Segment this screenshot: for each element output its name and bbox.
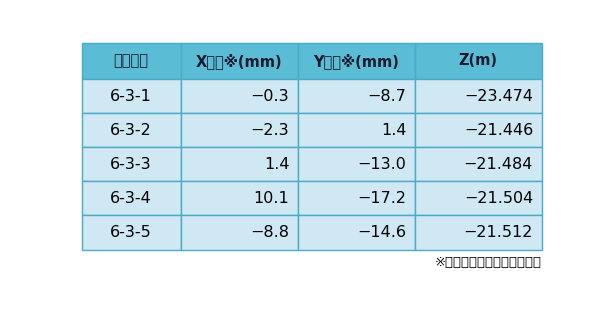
Bar xyxy=(81,113,181,147)
Text: 6-3-5: 6-3-5 xyxy=(110,225,152,240)
Text: 実験番号: 実験番号 xyxy=(114,53,148,68)
Text: −2.3: −2.3 xyxy=(250,123,289,138)
Bar xyxy=(415,79,542,113)
Text: −8.7: −8.7 xyxy=(368,88,407,104)
Bar xyxy=(415,181,542,216)
Text: −14.6: −14.6 xyxy=(358,225,407,240)
Text: 10.1: 10.1 xyxy=(254,191,289,206)
Text: Y偏差※(mm): Y偏差※(mm) xyxy=(314,53,399,69)
Text: −21.446: −21.446 xyxy=(464,123,533,138)
Bar xyxy=(81,43,181,79)
Bar xyxy=(298,181,415,216)
Bar xyxy=(81,216,181,250)
Text: X偏差※(mm): X偏差※(mm) xyxy=(196,53,283,69)
Text: −8.8: −8.8 xyxy=(250,225,289,240)
Bar xyxy=(181,113,298,147)
Text: Z(m): Z(m) xyxy=(459,53,498,68)
Bar xyxy=(181,43,298,79)
Text: 1.4: 1.4 xyxy=(381,123,407,138)
Text: −21.504: −21.504 xyxy=(464,191,533,206)
Bar xyxy=(81,147,181,181)
Text: −17.2: −17.2 xyxy=(358,191,407,206)
Text: 1.4: 1.4 xyxy=(264,157,289,172)
Text: −0.3: −0.3 xyxy=(250,88,289,104)
Bar xyxy=(298,113,415,147)
Bar xyxy=(81,181,181,216)
Text: −13.0: −13.0 xyxy=(358,157,407,172)
Bar xyxy=(415,216,542,250)
Bar xyxy=(181,216,298,250)
Bar xyxy=(181,181,298,216)
Bar xyxy=(181,147,298,181)
Text: 6-3-2: 6-3-2 xyxy=(110,123,152,138)
Bar xyxy=(181,79,298,113)
Text: −21.512: −21.512 xyxy=(464,225,533,240)
Text: −21.484: −21.484 xyxy=(464,157,533,172)
Text: −23.474: −23.474 xyxy=(464,88,533,104)
Bar xyxy=(81,79,181,113)
Text: 6-3-3: 6-3-3 xyxy=(110,157,152,172)
Bar xyxy=(415,147,542,181)
Text: 6-3-1: 6-3-1 xyxy=(110,88,152,104)
Bar xyxy=(298,147,415,181)
Bar xyxy=(298,43,415,79)
Bar xyxy=(415,113,542,147)
Bar xyxy=(415,43,542,79)
Bar xyxy=(298,216,415,250)
Text: 6-3-4: 6-3-4 xyxy=(110,191,152,206)
Text: ※偏差：測定平均値からの差: ※偏差：測定平均値からの差 xyxy=(435,256,542,269)
Bar xyxy=(298,79,415,113)
